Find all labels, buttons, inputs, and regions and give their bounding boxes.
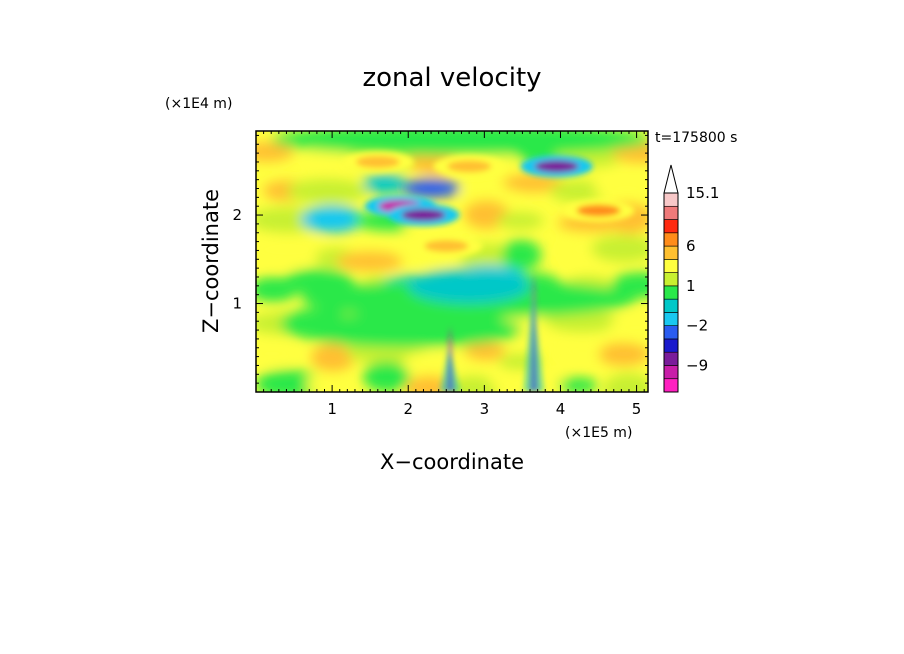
field-blob [301,205,364,233]
jet-core [424,240,469,253]
x-tick-label: 5 [632,400,642,418]
field-blob [593,178,648,198]
field-blob [609,315,648,340]
colorbar-segment [663,219,679,234]
field-blob [464,342,506,361]
colorbar-segment [663,298,679,313]
colorbar-label: 6 [686,237,696,255]
colorbar-segment [663,272,679,287]
x-tick-label: 1 [327,400,337,418]
colorbar-segment [663,192,679,207]
field-blob [256,343,299,364]
field-blob [598,342,648,366]
jet-core [447,160,492,173]
field-lane [408,268,531,304]
field-blob [603,373,648,392]
y-tick-label: 1 [232,295,242,313]
field-blob [562,234,604,265]
x-tick-label: 3 [480,400,490,418]
jet-core [355,155,400,168]
colorbar-segment [663,205,679,220]
field-blob [558,341,607,360]
colorbar-label: −9 [686,356,708,374]
colorbar-segment [663,232,679,247]
colorbar-segment [663,351,679,366]
field-features [341,150,635,392]
plot-frame [255,130,649,393]
colorbar-segment [663,312,679,326]
colorbar-segment [663,259,679,273]
colorbar-segment [663,378,679,393]
field-lane [271,131,648,156]
field-blob [446,375,499,392]
field-blob [501,239,542,271]
field-blob [256,234,328,265]
field-blob [256,142,294,162]
x-tick-label: 4 [556,400,566,418]
colorbar-segment [663,365,679,380]
colorbar-frame [663,192,679,393]
field-lane [294,312,523,348]
field-blob [590,235,648,263]
axis-ticks: 1 2 3 4 5 1 2 [232,131,648,418]
jet-core [576,204,621,217]
time-label: t=175800 s [655,130,737,146]
colorbar-segment [663,285,679,300]
y-unit-label: (×1E4 m) [165,96,232,112]
jet-core [401,209,446,222]
field-blob [286,178,369,204]
field-blob [545,310,619,333]
plume-halo [523,292,544,392]
field-blob [496,212,544,230]
field-blob [558,377,599,392]
field-blob [403,350,477,376]
jet-core [534,160,579,173]
field-blob [461,183,518,206]
colorbar-label: 1 [686,277,696,295]
field-blob [401,178,461,198]
field-blob [362,361,410,392]
colorbar-segment [663,325,679,340]
colorbar: 15.1 6 1 −2 −9 [663,164,719,393]
colorbar-segment [663,245,679,260]
field-blob [502,173,566,193]
chart-title: zonal velocity [362,63,541,93]
contour-field [256,131,648,392]
field-blob [550,179,607,203]
x-unit-label: (×1E5 m) [565,425,632,441]
y-axis-label: Z−coordinate [199,189,223,333]
plume-halo [440,345,461,392]
y-tick-label: 2 [232,206,242,224]
x-axis-label: X−coordinate [380,450,524,474]
colorbar-segment [663,338,679,353]
field-blob [305,374,349,392]
field-blob [336,251,404,272]
colorbar-label: 15.1 [686,184,719,202]
field-blob [363,173,406,194]
field-blob [311,343,355,372]
colorbar-label: −2 [686,317,708,335]
colorbar-extend-arrow [663,164,679,194]
x-tick-label: 2 [403,400,413,418]
